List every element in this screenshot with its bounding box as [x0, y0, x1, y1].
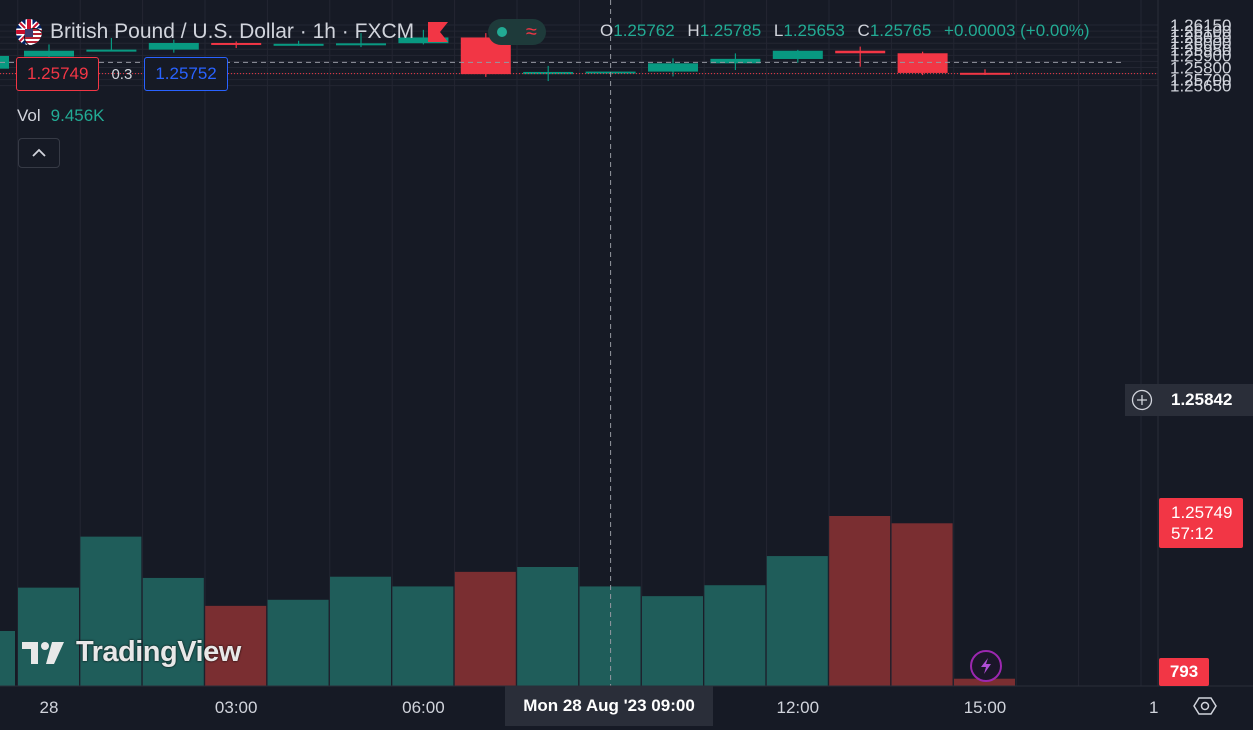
gbp-usd-flag-icon	[16, 19, 42, 45]
candle	[336, 33, 386, 48]
lightning-icon	[981, 658, 991, 674]
settings-gear-icon[interactable]	[1193, 694, 1217, 718]
volume-bar	[766, 556, 828, 686]
volume-bar	[80, 536, 142, 686]
price-tick-label: 1.25900	[1170, 46, 1231, 65]
candle	[523, 65, 574, 82]
price-tick-label: 1.25800	[1170, 58, 1231, 77]
low-value: 1.25653	[783, 21, 845, 40]
price-tick-label: 1.26150	[1170, 16, 1231, 35]
flash-event-button[interactable]	[970, 650, 1002, 682]
candle	[211, 41, 262, 49]
crosshair-time-label: Mon 28 Aug '23 09:00	[505, 686, 713, 726]
volume-bar	[517, 567, 579, 686]
price-tick-label: 1.25700	[1170, 71, 1231, 90]
high-label: H	[687, 21, 700, 40]
collapse-legend-button[interactable]	[18, 138, 60, 168]
market-status-pill[interactable]: ≈	[488, 19, 547, 45]
volume-bars	[0, 516, 1015, 686]
volume-bar	[642, 596, 703, 686]
candle	[273, 40, 324, 46]
symbol-legend[interactable]: British Pound / U.S. Dollar · 1h · FXCM …	[16, 17, 547, 47]
volume-bar	[18, 587, 79, 686]
volume-bar	[205, 605, 267, 686]
add-alert-button[interactable]	[1125, 384, 1159, 416]
volume-label: Vol	[17, 106, 41, 125]
volume-bar	[267, 599, 329, 686]
candle	[148, 39, 199, 53]
watermark-text: TradingView	[76, 636, 241, 668]
time-tick-label: 28	[40, 698, 59, 717]
open-value: 1.25762	[613, 21, 675, 40]
candle	[772, 49, 823, 63]
volume-bar	[829, 516, 891, 686]
candle	[398, 29, 449, 45]
volume-value: 9.456K	[50, 106, 105, 125]
symbol-title[interactable]: British Pound / U.S. Dollar · 1h · FXCM	[50, 20, 415, 43]
volume-bar	[579, 586, 641, 686]
high-value: 1.25785	[699, 21, 762, 40]
close-label: C	[857, 21, 870, 40]
volume-bar	[392, 586, 454, 686]
volume-bar	[704, 585, 766, 686]
time-tick-label: 03:00	[215, 698, 258, 717]
plus-circle-icon	[1131, 389, 1153, 411]
price-tick-label: 1.25950	[1170, 40, 1231, 59]
volume-legend[interactable]: Vol 9.456K	[17, 106, 105, 126]
candle	[897, 51, 948, 76]
change-value: +0.00003 (+0.00%)	[944, 21, 1090, 40]
last-volume-label: 793	[1159, 658, 1209, 686]
price-tick-label: 1.26100	[1170, 22, 1231, 41]
tradingview-watermark[interactable]: TradingView	[20, 636, 241, 669]
candle	[710, 53, 761, 71]
last-price-value: 1.25749	[1171, 503, 1233, 522]
crosshair-price-label: 1.25842	[1159, 384, 1253, 416]
volume-bar	[454, 571, 516, 686]
spread-value: 0.3	[111, 65, 133, 83]
price-tick-label: 1.25650	[1170, 77, 1231, 96]
chevron-up-icon	[32, 148, 46, 157]
volume-bar	[330, 576, 391, 686]
candle	[86, 37, 137, 52]
price-axis[interactable]: 1.261501.261001.260501.260001.259501.259…	[1157, 0, 1253, 686]
price-tick-label: 1.26000	[1170, 34, 1231, 53]
volume-bar	[954, 678, 1015, 686]
wave-icon: ≈	[525, 21, 537, 43]
last-price-label: 1.25749 57:12	[1159, 498, 1243, 548]
auto-scale-label[interactable]: 1	[1149, 698, 1159, 717]
market-open-icon	[497, 27, 508, 37]
ohlc-values: O1.25762 H1.25785 L1.25653 C1.25765 +0.0…	[600, 21, 1090, 41]
candle	[835, 46, 886, 67]
time-tick-label: 06:00	[402, 698, 445, 717]
low-label: L	[773, 21, 784, 40]
time-tick-label: 12:00	[777, 698, 820, 717]
bid-ask-panel: 1.25749 0.3 1.25752	[16, 57, 228, 91]
time-tick-label: 15:00	[964, 698, 1007, 717]
volume-bar	[891, 523, 953, 686]
sell-button[interactable]: 1.25749	[16, 57, 100, 91]
open-label: O	[600, 21, 614, 40]
bar-countdown: 57:12	[1171, 524, 1214, 543]
tradingview-logo-icon	[22, 641, 64, 664]
price-tick-label: 1.26050	[1170, 28, 1231, 47]
close-value: 1.25765	[869, 21, 932, 40]
volume-bar	[142, 577, 204, 686]
flag-marker-icon[interactable]	[428, 22, 449, 42]
buy-button[interactable]: 1.25752	[144, 57, 228, 91]
candle	[24, 44, 74, 59]
